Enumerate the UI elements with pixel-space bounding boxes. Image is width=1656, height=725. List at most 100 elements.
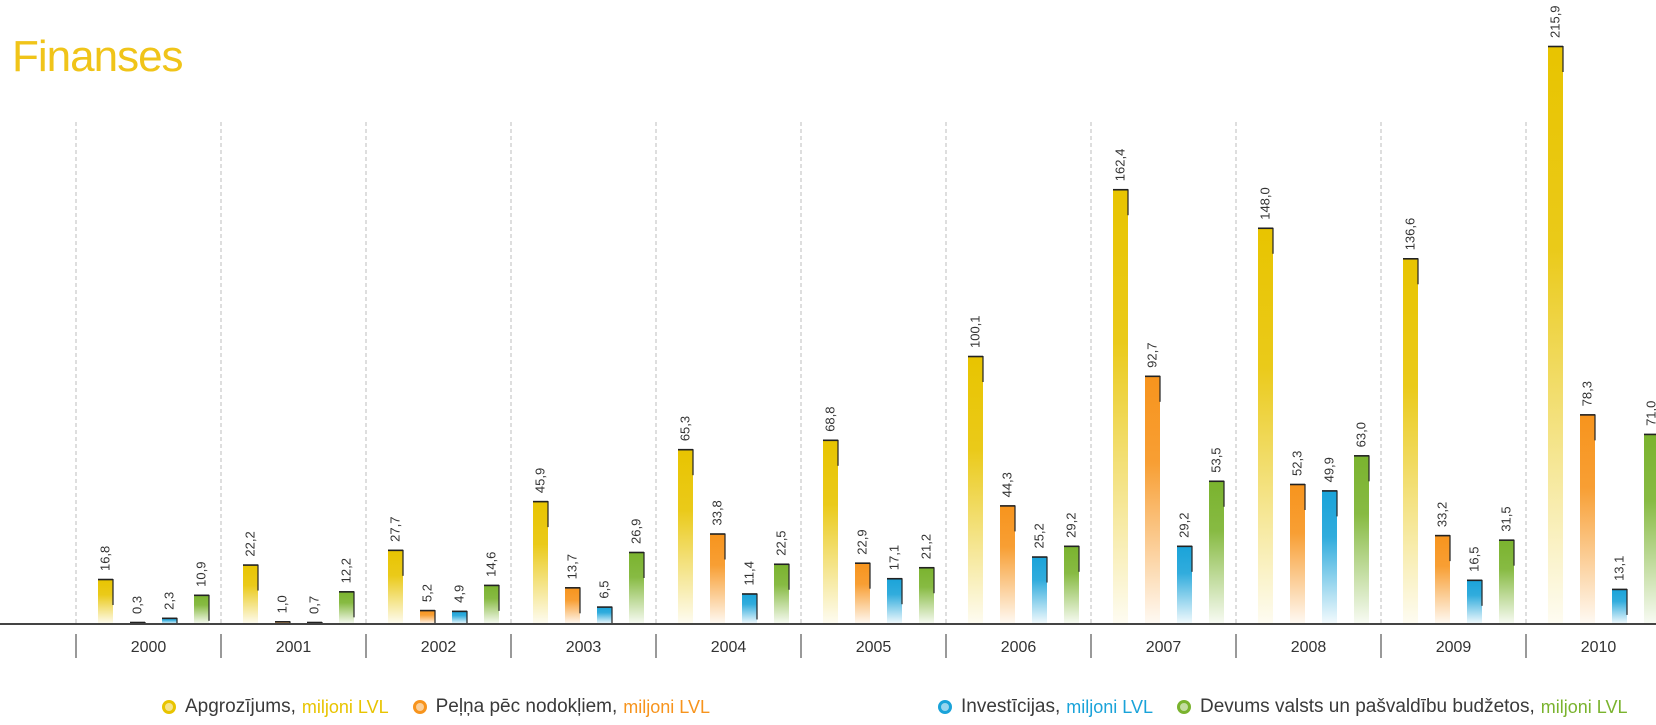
data-labels: 16,8 0,3 2,3 10,9 22,2 1,0 0,7 12,2 27,7 5,2 4,9 14… — [98, 5, 1656, 614]
data-label: 14,6 — [484, 552, 499, 577]
data-label: 162,4 — [1113, 149, 1128, 182]
data-label: 31,5 — [1499, 506, 1514, 531]
bar — [1548, 46, 1563, 624]
data-label: 5,2 — [420, 584, 435, 602]
bar — [774, 563, 789, 624]
data-label: 68,8 — [823, 406, 838, 431]
bar — [1258, 227, 1273, 624]
bar — [1322, 490, 1337, 624]
bars — [98, 45, 1656, 625]
data-label: 21,2 — [919, 534, 934, 559]
bar — [823, 439, 838, 624]
legend-dot-icon — [1176, 700, 1191, 714]
bar — [968, 356, 983, 624]
data-label: 27,7 — [388, 517, 403, 542]
data-label: 2,3 — [162, 592, 177, 610]
bar — [887, 578, 902, 624]
bar — [1354, 455, 1369, 624]
bar — [1499, 539, 1514, 624]
data-label: 13,7 — [565, 554, 580, 579]
bar — [339, 591, 354, 624]
legend-right-group: Investīcijas, miljoni LVL Devums valsts … — [938, 696, 1628, 718]
data-label: 4,9 — [452, 585, 467, 603]
bar — [565, 587, 580, 624]
data-label: 0,7 — [307, 596, 322, 614]
x-tick-label: 2008 — [1291, 639, 1327, 656]
data-label: 0,3 — [130, 596, 145, 614]
data-label: 53,5 — [1209, 447, 1224, 472]
data-label: 11,4 — [742, 561, 757, 585]
data-label: 29,2 — [1064, 513, 1079, 538]
legend-unit-turnover: miljoni LVL — [301, 696, 389, 717]
data-label: 49,9 — [1322, 457, 1337, 482]
legend-unit-profit: miljoni LVL — [623, 696, 710, 717]
x-tick-label: 2010 — [1581, 639, 1617, 656]
data-label: 22,2 — [243, 531, 258, 556]
bar — [533, 501, 548, 624]
data-label: 13,1 — [1612, 556, 1627, 581]
data-label: 44,3 — [1000, 472, 1015, 497]
bar — [1177, 545, 1192, 624]
legend-unit-budget-contribution: miljoni LVL — [1540, 696, 1628, 717]
bar — [484, 584, 499, 624]
bar — [597, 606, 612, 624]
bar — [194, 594, 209, 624]
bar — [1467, 579, 1482, 624]
bar — [1580, 414, 1595, 624]
data-label: 10,9 — [194, 562, 209, 587]
x-tick-label: 2003 — [566, 639, 602, 656]
data-label: 22,9 — [855, 529, 870, 554]
bar — [1403, 258, 1418, 624]
x-tick-label: 2000 — [131, 639, 167, 656]
data-label: 12,2 — [339, 558, 354, 583]
data-label: 16,5 — [1467, 547, 1482, 572]
legend-label-investments: Investīcijas, — [961, 696, 1061, 717]
bar — [1064, 545, 1079, 624]
bar — [1113, 189, 1128, 625]
data-label: 65,3 — [678, 416, 693, 441]
bar-chart: 16,8 0,3 2,3 10,9 22,2 1,0 0,7 12,2 27,7 5,2 4,9 14… — [0, 5, 1656, 658]
bar — [855, 562, 870, 624]
bar — [1612, 588, 1627, 624]
data-label: 52,3 — [1290, 451, 1305, 476]
bar — [1145, 375, 1160, 624]
bar — [388, 549, 403, 624]
data-label: 33,8 — [710, 500, 725, 525]
bar — [452, 610, 467, 624]
bar — [162, 617, 177, 624]
page-title: Finanses — [12, 32, 184, 81]
data-label: 78,3 — [1580, 381, 1595, 406]
data-label: 29,2 — [1177, 513, 1192, 538]
legend-dot-icon — [162, 700, 176, 714]
data-label: 26,9 — [629, 519, 644, 544]
bar — [710, 533, 725, 624]
data-label: 25,2 — [1032, 523, 1047, 548]
data-label: 16,8 — [98, 546, 113, 571]
legend-label-turnover: Apgrozījums, — [185, 696, 296, 717]
x-tick-label: 2007 — [1146, 639, 1182, 656]
x-tick-label: 2005 — [856, 639, 892, 656]
data-label: 45,9 — [533, 468, 548, 493]
legend-left-group: Apgrozījums, miljoni LVL Peļņa pēc nodok… — [162, 696, 710, 718]
bar — [420, 610, 435, 624]
legend-label-profit: Peļņa pēc nodokļiem, — [435, 696, 618, 717]
bar — [1644, 433, 1656, 624]
data-label: 17,1 — [887, 545, 902, 570]
x-tick-label: 2001 — [276, 639, 312, 656]
legend-unit-investments: miljoni LVL — [1066, 696, 1153, 717]
bar — [275, 621, 290, 624]
data-label: 215,9 — [1548, 5, 1563, 38]
bar — [1435, 535, 1450, 624]
data-label: 6,5 — [597, 581, 612, 599]
data-label: 1,0 — [275, 595, 290, 613]
bar — [629, 551, 644, 624]
data-label: 33,2 — [1435, 502, 1450, 527]
bar — [1209, 480, 1224, 624]
x-tick-label: 2009 — [1436, 639, 1472, 656]
bar — [742, 593, 757, 624]
legend-dot-icon — [938, 700, 952, 714]
x-tick-label: 2006 — [1001, 639, 1037, 656]
bar — [98, 579, 113, 624]
data-label: 22,5 — [774, 530, 789, 555]
